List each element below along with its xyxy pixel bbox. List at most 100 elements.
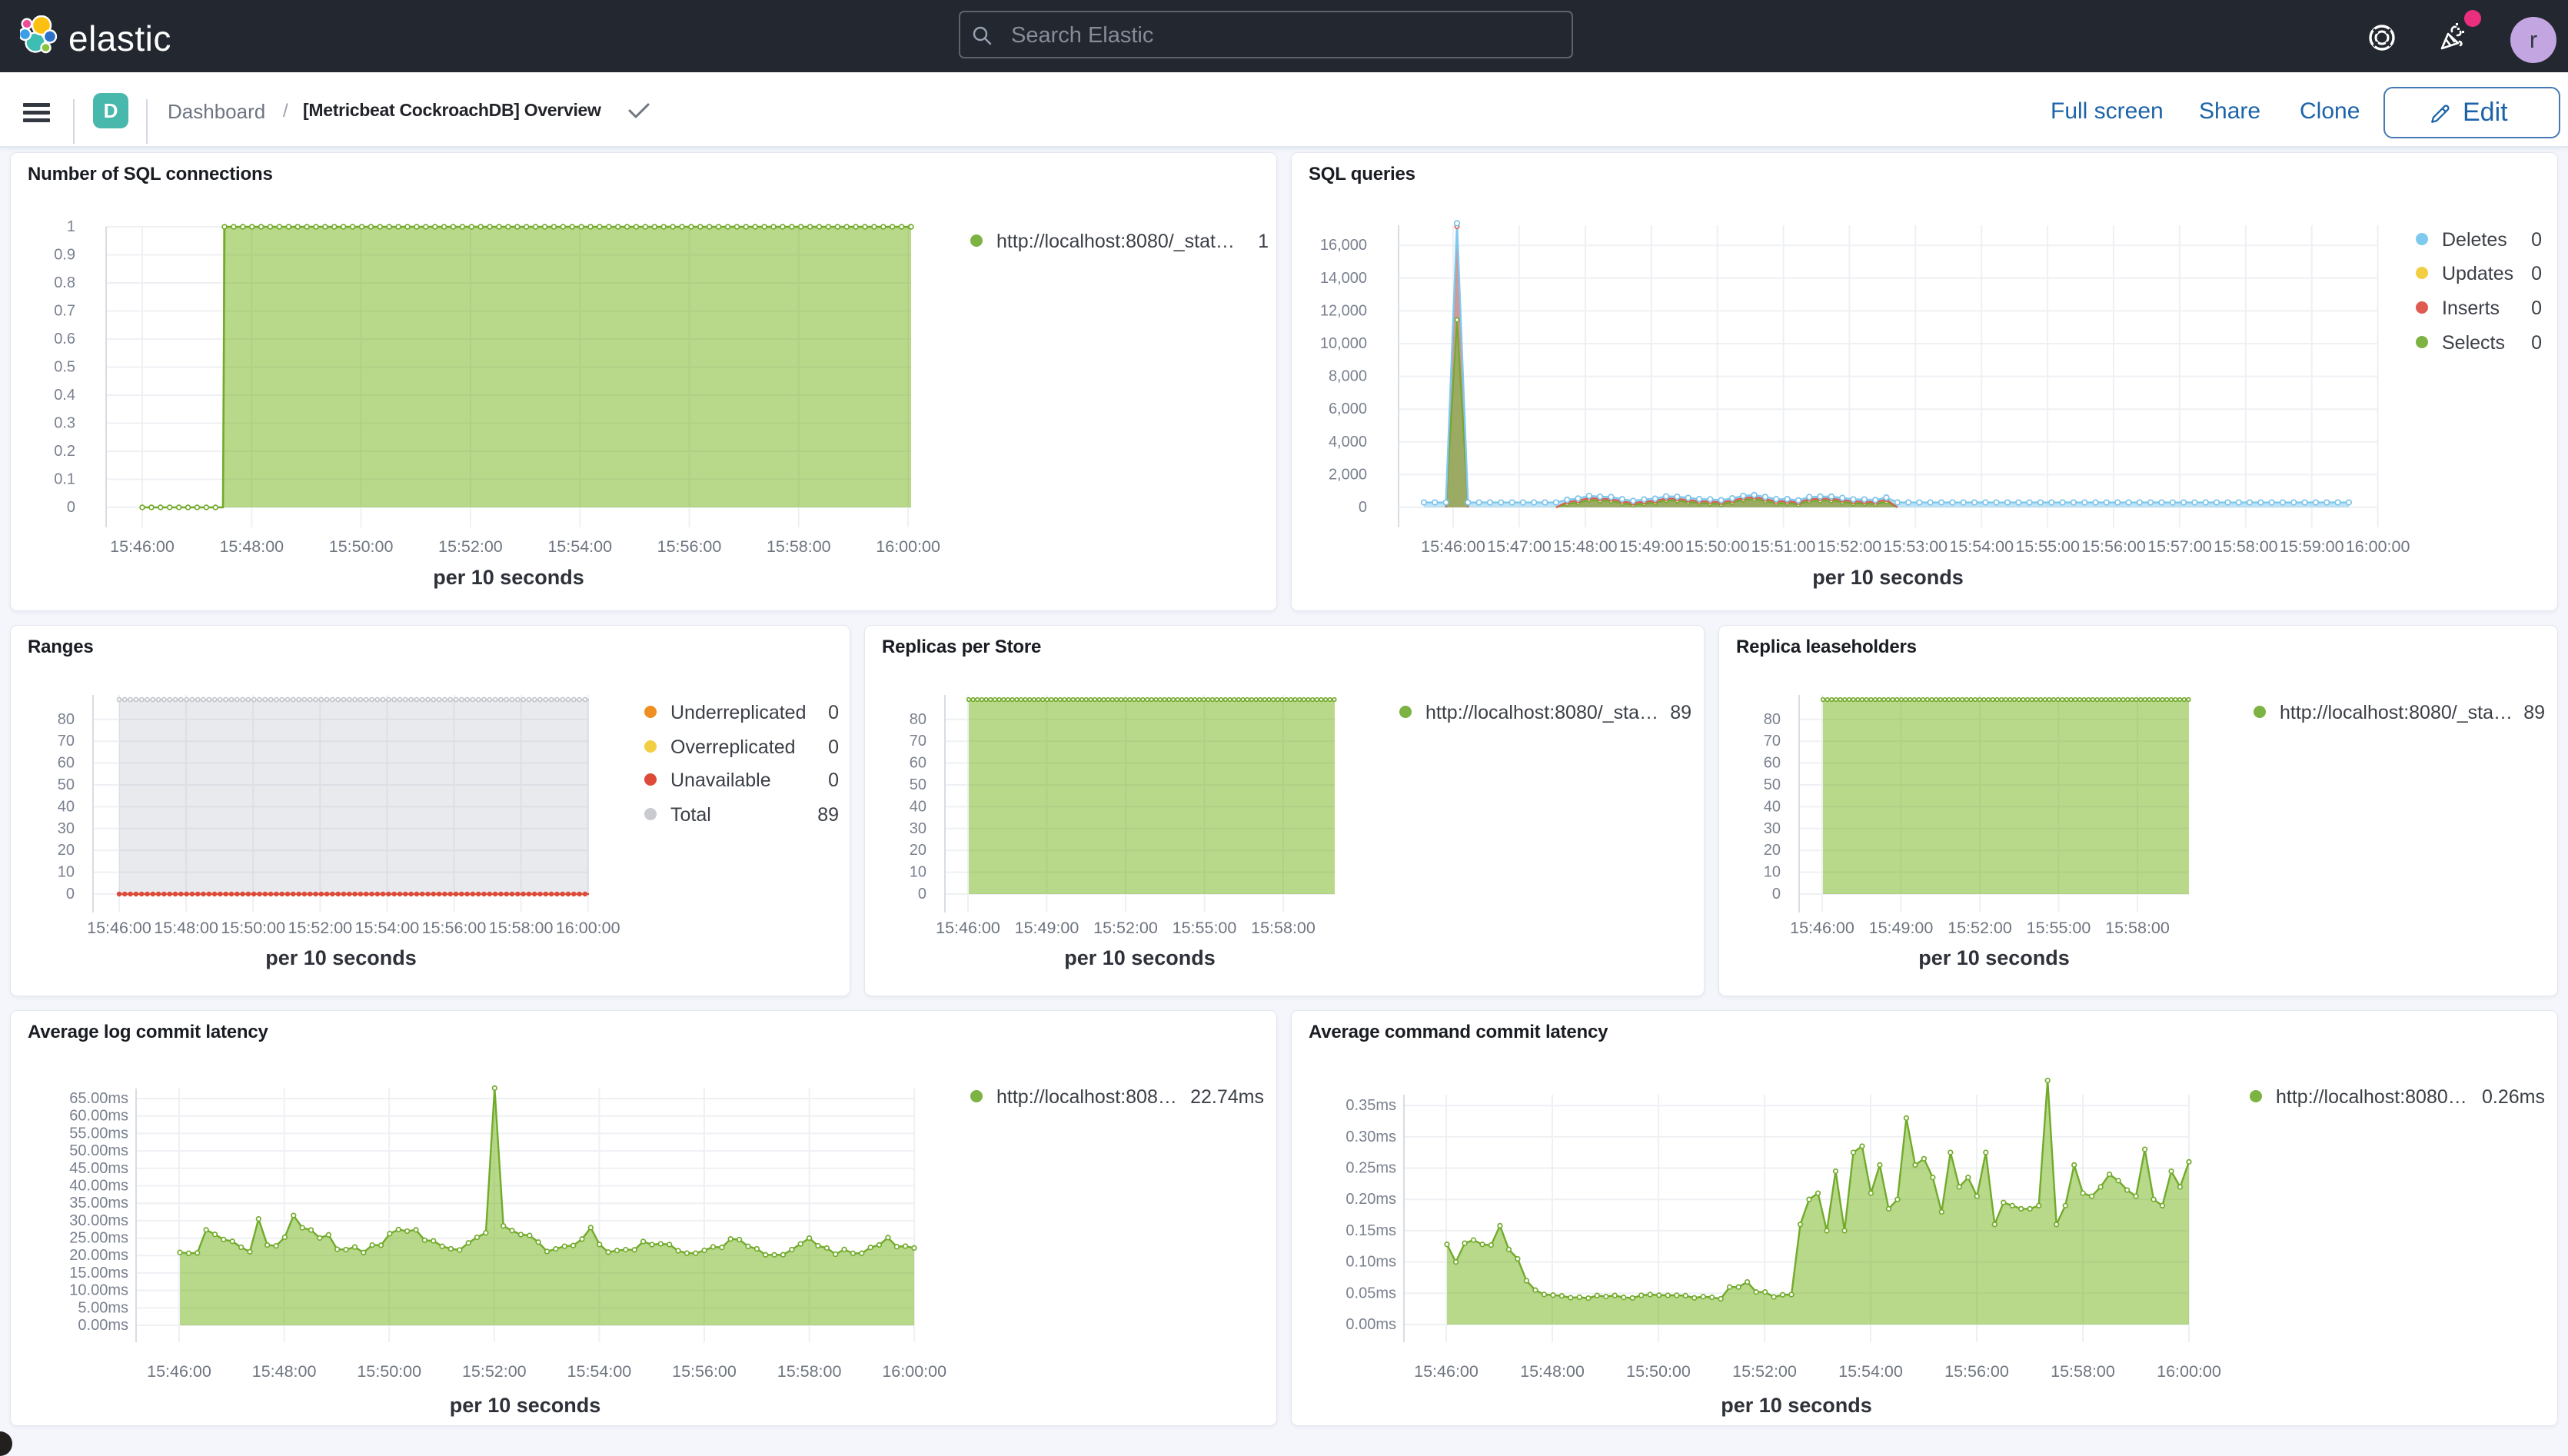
svg-text:0.00ms: 0.00ms	[1346, 1316, 1396, 1333]
svg-text:Underreplicated: Underreplicated	[670, 702, 807, 723]
svg-text:0: 0	[828, 770, 839, 791]
svg-text:80: 80	[1764, 711, 1781, 728]
svg-text:15:52:00: 15:52:00	[462, 1362, 527, 1381]
svg-text:15:46:00: 15:46:00	[1790, 919, 1854, 937]
svg-text:50: 50	[1764, 776, 1781, 793]
svg-text:Overreplicated: Overreplicated	[670, 736, 796, 758]
svg-text:15:50:00: 15:50:00	[329, 537, 394, 556]
svg-text:per 10 seconds: per 10 seconds	[265, 946, 417, 969]
svg-text:0.2: 0.2	[54, 443, 75, 460]
svg-text:per 10 seconds: per 10 seconds	[450, 1394, 601, 1417]
svg-text:5.00ms: 5.00ms	[78, 1299, 128, 1316]
svg-text:14,000: 14,000	[1320, 270, 1367, 287]
svg-text:15:55:00: 15:55:00	[1173, 919, 1237, 937]
svg-text:http://localhost:808…: http://localhost:808…	[996, 1086, 1177, 1108]
svg-text:0.4: 0.4	[54, 387, 75, 404]
svg-text:25.00ms: 25.00ms	[69, 1230, 128, 1247]
svg-text:0: 0	[66, 886, 75, 903]
svg-text:0.20ms: 0.20ms	[1346, 1191, 1396, 1208]
svg-text:15:46:00: 15:46:00	[87, 919, 151, 937]
svg-text:15:56:00: 15:56:00	[1944, 1362, 2009, 1381]
svg-text:0.8: 0.8	[54, 274, 75, 291]
svg-text:65.00ms: 65.00ms	[69, 1090, 128, 1107]
svg-text:0: 0	[2531, 332, 2542, 354]
svg-text:15:58:00: 15:58:00	[1251, 919, 1316, 937]
svg-text:15:48:00: 15:48:00	[252, 1362, 317, 1381]
svg-text:Deletes: Deletes	[2442, 229, 2507, 251]
svg-text:0: 0	[828, 702, 839, 723]
svg-text:10: 10	[910, 864, 926, 881]
svg-text:0: 0	[2531, 298, 2542, 319]
svg-text:per 10 seconds: per 10 seconds	[1812, 566, 1964, 589]
svg-text:50: 50	[58, 776, 75, 793]
svg-text:2,000: 2,000	[1329, 466, 1367, 483]
svg-text:35.00ms: 35.00ms	[69, 1195, 128, 1212]
svg-text:15:49:00: 15:49:00	[1869, 919, 1934, 937]
svg-text:20: 20	[58, 842, 75, 859]
svg-text:30: 30	[1764, 820, 1781, 837]
svg-text:70: 70	[1764, 733, 1781, 750]
svg-text:15:56:00: 15:56:00	[422, 919, 487, 937]
svg-text:15:52:00: 15:52:00	[1948, 919, 2012, 937]
svg-text:per 10 seconds: per 10 seconds	[433, 566, 584, 589]
svg-text:16:00:00: 16:00:00	[2346, 537, 2410, 556]
svg-text:0: 0	[1359, 499, 1367, 516]
svg-text:http://localhost:8080/_stat…: http://localhost:8080/_stat…	[996, 231, 1235, 252]
svg-text:per 10 seconds: per 10 seconds	[1721, 1394, 1872, 1417]
svg-text:15.00ms: 15.00ms	[69, 1265, 128, 1281]
svg-text:15:49:00: 15:49:00	[1619, 537, 1684, 556]
svg-text:Unavailable: Unavailable	[670, 770, 771, 791]
svg-text:15:55:00: 15:55:00	[2015, 537, 2080, 556]
svg-text:60.00ms: 60.00ms	[69, 1108, 128, 1125]
svg-text:0.35ms: 0.35ms	[1346, 1097, 1396, 1114]
svg-text:15:50:00: 15:50:00	[1685, 537, 1750, 556]
svg-text:0.15ms: 0.15ms	[1346, 1222, 1396, 1239]
svg-text:per 10 seconds: per 10 seconds	[1064, 946, 1216, 969]
svg-text:15:46:00: 15:46:00	[110, 537, 175, 556]
svg-text:10,000: 10,000	[1320, 335, 1367, 352]
svg-text:4,000: 4,000	[1329, 434, 1367, 450]
svg-text:Selects: Selects	[2442, 332, 2505, 354]
svg-text:1: 1	[67, 218, 75, 235]
svg-text:15:58:00: 15:58:00	[2214, 537, 2278, 556]
svg-text:10: 10	[58, 864, 75, 881]
svg-text:0.9: 0.9	[54, 247, 75, 264]
svg-text:15:54:00: 15:54:00	[567, 1362, 632, 1381]
svg-text:0.25ms: 0.25ms	[1346, 1160, 1396, 1177]
svg-text:15:50:00: 15:50:00	[357, 1362, 421, 1381]
svg-text:15:48:00: 15:48:00	[154, 919, 218, 937]
svg-text:15:55:00: 15:55:00	[2027, 919, 2091, 937]
svg-text:16:00:00: 16:00:00	[876, 537, 940, 556]
svg-text:15:52:00: 15:52:00	[1818, 537, 1882, 556]
svg-text:15:46:00: 15:46:00	[936, 919, 1000, 937]
svg-text:15:48:00: 15:48:00	[1553, 537, 1618, 556]
svg-text:10: 10	[1764, 864, 1781, 881]
svg-text:15:48:00: 15:48:00	[1520, 1362, 1585, 1381]
svg-text:15:52:00: 15:52:00	[288, 919, 352, 937]
svg-text:22.74ms: 22.74ms	[1190, 1086, 1264, 1108]
svg-text:15:57:00: 15:57:00	[2147, 537, 2212, 556]
svg-text:15:52:00: 15:52:00	[1093, 919, 1158, 937]
svg-text:20: 20	[910, 842, 926, 859]
svg-text:60: 60	[1764, 755, 1781, 772]
svg-text:15:58:00: 15:58:00	[2105, 919, 2170, 937]
svg-text:60: 60	[58, 755, 75, 772]
svg-text:6,000: 6,000	[1329, 401, 1367, 417]
svg-text:16:00:00: 16:00:00	[2157, 1362, 2221, 1381]
svg-text:60: 60	[910, 755, 926, 772]
svg-text:0.00ms: 0.00ms	[78, 1317, 128, 1334]
svg-text:0.3: 0.3	[54, 415, 75, 432]
svg-text:Updates: Updates	[2442, 263, 2513, 284]
svg-text:20: 20	[1764, 842, 1781, 859]
svg-text:0.5: 0.5	[54, 359, 75, 376]
svg-text:15:50:00: 15:50:00	[221, 919, 285, 937]
svg-text:http://localhost:8080/_sta…: http://localhost:8080/_sta…	[1425, 702, 1658, 723]
svg-text:70: 70	[58, 733, 75, 750]
svg-text:15:46:00: 15:46:00	[147, 1362, 211, 1381]
svg-text:15:54:00: 15:54:00	[1838, 1362, 1903, 1381]
svg-text:10.00ms: 10.00ms	[69, 1282, 128, 1299]
svg-text:40: 40	[910, 798, 926, 815]
svg-text:30: 30	[58, 820, 75, 837]
svg-text:15:46:00: 15:46:00	[1414, 1362, 1479, 1381]
svg-text:15:49:00: 15:49:00	[1015, 919, 1079, 937]
